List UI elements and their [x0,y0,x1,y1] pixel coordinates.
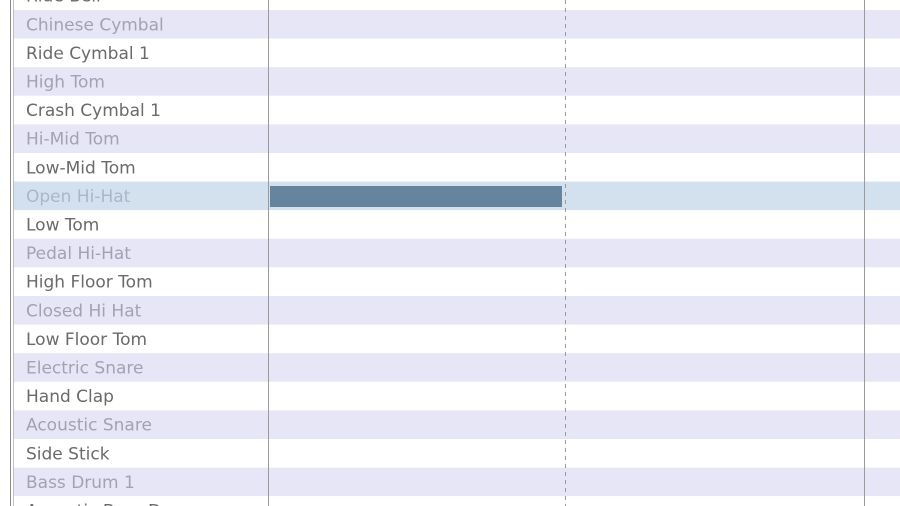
row-label[interactable]: Closed Hi Hat [26,301,142,321]
row-background [14,10,900,39]
row-label[interactable]: Side Stick [26,444,110,464]
row-label[interactable]: Electric Snare [26,359,143,379]
row-label[interactable]: Crash Cymbal 1 [26,101,161,121]
row-label[interactable]: Acoustic Snare [26,416,152,436]
row-background [14,0,900,10]
row-background [14,267,900,296]
row-background [14,410,900,439]
row-label[interactable]: Bass Drum 1 [26,473,135,493]
row-background [14,467,900,497]
row-background [14,381,900,411]
row-background [14,38,900,68]
row-background [14,153,900,182]
row-background [14,67,900,96]
row-label[interactable]: Hand Clap [26,387,114,407]
rows: Ride Bell Chinese Cymbal Ride Cymbal 1 High… [14,0,900,506]
row-label[interactable]: High Tom [26,73,105,93]
row-background [14,496,900,506]
row-label[interactable]: Low Floor Tom [26,330,147,350]
row-background [14,353,900,382]
row-background [14,238,900,268]
row-label[interactable]: High Floor Tom [26,273,153,293]
note[interactable] [270,186,562,207]
row-background [14,296,900,325]
row-background [14,439,900,468]
row-background [14,324,900,354]
row-label[interactable]: Pedal Hi-Hat [26,244,131,264]
row-background [14,210,900,239]
row-label[interactable]: Low Tom [26,216,99,236]
row-label[interactable]: Acoustic Bass Drum [26,502,195,506]
row-label[interactable]: Ride Bell [26,0,101,7]
row-label[interactable]: Hi-Mid Tom [26,130,120,150]
row-label[interactable]: Open Hi-Hat [26,187,131,207]
row-label[interactable]: Ride Cymbal 1 [26,44,150,64]
row-label[interactable]: Chinese Cymbal [26,15,164,35]
row-background [14,95,900,125]
row-label[interactable]: Low-Mid Tom [26,158,136,178]
row-background [14,124,900,153]
